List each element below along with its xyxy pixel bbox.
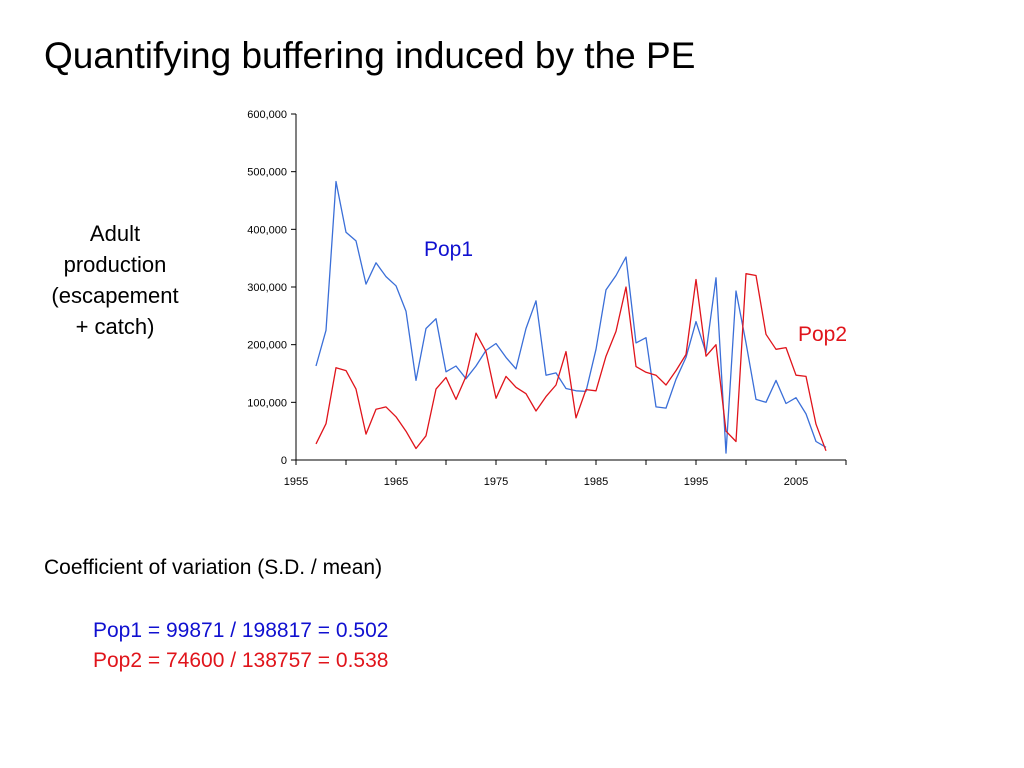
y-axis-description-line-4: + catch) (75, 314, 155, 339)
y-axis-description: Adult production (escapement + catch) (30, 218, 200, 342)
y-tick-label: 100,000 (247, 397, 287, 409)
cv-heading: Coefficient of variation (S.D. / mean) (44, 556, 383, 579)
slide-title: Quantifying buffering induced by the PE (44, 35, 696, 76)
x-tick-label: 1985 (584, 476, 608, 488)
chart-series (315, 180, 827, 454)
cv-pop2-formula: Pop2 = 74600 / 138757 = 0.538 (93, 649, 389, 672)
x-tick-label: 1965 (384, 476, 408, 488)
y-tick-label: 200,000 (247, 340, 287, 352)
y-tick-label: 600,000 (247, 109, 287, 121)
x-tick-label: 2005 (784, 476, 808, 488)
series-label-pop1: Pop1 (424, 238, 473, 261)
y-axis-description-line-2: production (63, 252, 167, 277)
x-tick-label: 1955 (284, 476, 308, 488)
cv-pop1-formula: Pop1 = 99871 / 198817 = 0.502 (93, 619, 389, 642)
x-tick-label: 1975 (484, 476, 508, 488)
x-tick-label: 1995 (684, 476, 708, 488)
y-axis-description-line-1: Adult (89, 221, 141, 246)
series-line-pop2 (315, 273, 827, 452)
y-tick-label: 300,000 (247, 282, 287, 294)
y-axis-description-line-3: (escapement (51, 283, 179, 308)
series-line-pop1 (315, 180, 827, 454)
y-tick-label: 400,000 (247, 224, 287, 236)
y-tick-label: 0 (281, 455, 287, 467)
series-label-pop2: Pop2 (798, 323, 847, 346)
y-tick-label: 500,000 (247, 167, 287, 179)
chart-ticks: 0 100,000 200,000 300,000 400,000 500,000 600,… (247, 109, 847, 488)
